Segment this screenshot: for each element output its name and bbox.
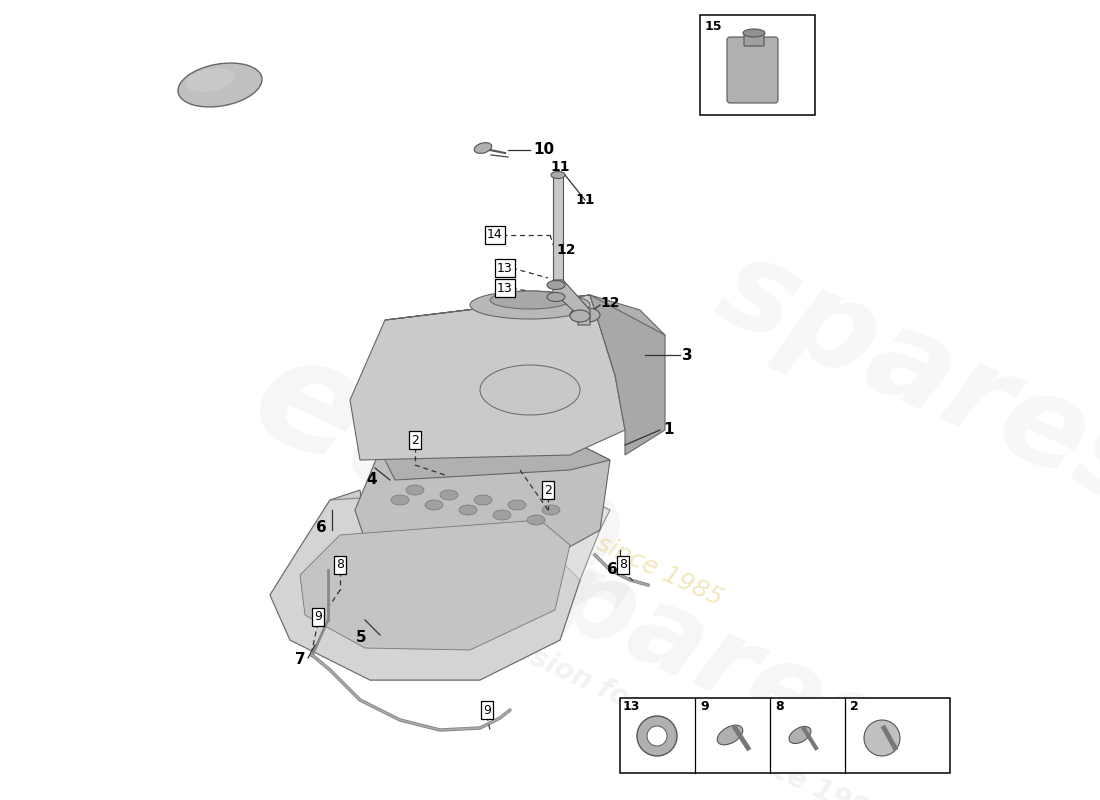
Text: 15: 15 bbox=[705, 20, 723, 33]
Polygon shape bbox=[553, 280, 590, 325]
Ellipse shape bbox=[406, 485, 424, 495]
Text: a passion for parts since 1985: a passion for parts since 1985 bbox=[374, 430, 726, 610]
Ellipse shape bbox=[570, 310, 590, 322]
Polygon shape bbox=[350, 295, 625, 460]
Ellipse shape bbox=[474, 142, 492, 154]
Polygon shape bbox=[590, 295, 666, 455]
Ellipse shape bbox=[527, 515, 544, 525]
Text: 8: 8 bbox=[619, 558, 627, 571]
Text: a passion for parts since 1985: a passion for parts since 1985 bbox=[450, 608, 890, 800]
Ellipse shape bbox=[440, 490, 458, 500]
Ellipse shape bbox=[470, 291, 590, 319]
Ellipse shape bbox=[474, 495, 492, 505]
Text: 13: 13 bbox=[497, 262, 513, 274]
Text: 7: 7 bbox=[295, 653, 306, 667]
Text: 9: 9 bbox=[315, 610, 322, 623]
Text: 11: 11 bbox=[575, 193, 594, 207]
Polygon shape bbox=[553, 175, 563, 280]
Text: 9: 9 bbox=[483, 703, 491, 717]
Ellipse shape bbox=[493, 510, 512, 520]
Text: 12: 12 bbox=[600, 296, 619, 310]
FancyBboxPatch shape bbox=[700, 15, 815, 115]
Text: 13: 13 bbox=[623, 700, 640, 713]
Text: 8: 8 bbox=[336, 558, 344, 571]
Ellipse shape bbox=[480, 365, 580, 415]
Text: spares: spares bbox=[480, 514, 903, 786]
Ellipse shape bbox=[542, 505, 560, 515]
Text: 13: 13 bbox=[497, 282, 513, 294]
Text: euro: euro bbox=[230, 319, 649, 621]
Text: 1: 1 bbox=[663, 422, 673, 438]
Ellipse shape bbox=[570, 307, 600, 322]
Ellipse shape bbox=[551, 171, 565, 178]
Text: 2: 2 bbox=[850, 700, 859, 713]
Polygon shape bbox=[379, 435, 610, 480]
FancyBboxPatch shape bbox=[620, 698, 950, 773]
Text: 6: 6 bbox=[607, 562, 618, 578]
Text: 14: 14 bbox=[487, 229, 503, 242]
Ellipse shape bbox=[459, 505, 477, 515]
Ellipse shape bbox=[425, 500, 443, 510]
Circle shape bbox=[637, 716, 676, 756]
Ellipse shape bbox=[490, 291, 570, 309]
Ellipse shape bbox=[178, 63, 262, 107]
Text: 10: 10 bbox=[534, 142, 554, 158]
Ellipse shape bbox=[185, 68, 234, 92]
Text: 2: 2 bbox=[544, 483, 552, 497]
Polygon shape bbox=[270, 485, 610, 680]
FancyBboxPatch shape bbox=[727, 37, 778, 103]
Circle shape bbox=[647, 726, 667, 746]
Text: 6: 6 bbox=[316, 519, 327, 534]
Text: 3: 3 bbox=[682, 347, 693, 362]
Circle shape bbox=[864, 720, 900, 756]
Polygon shape bbox=[300, 520, 570, 650]
Text: 11: 11 bbox=[550, 160, 570, 174]
Ellipse shape bbox=[789, 726, 811, 743]
Ellipse shape bbox=[390, 495, 409, 505]
Text: 9: 9 bbox=[700, 700, 708, 713]
Polygon shape bbox=[270, 490, 580, 680]
Polygon shape bbox=[355, 435, 610, 555]
Text: 2: 2 bbox=[411, 434, 419, 446]
Ellipse shape bbox=[742, 29, 764, 37]
Text: 12: 12 bbox=[556, 243, 575, 257]
Ellipse shape bbox=[508, 500, 526, 510]
Text: spares: spares bbox=[700, 226, 1100, 534]
Text: 5: 5 bbox=[356, 630, 366, 645]
Text: car: car bbox=[330, 446, 637, 694]
Ellipse shape bbox=[547, 281, 565, 290]
Polygon shape bbox=[385, 295, 666, 375]
Text: 8: 8 bbox=[776, 700, 783, 713]
FancyBboxPatch shape bbox=[744, 32, 764, 46]
Ellipse shape bbox=[547, 293, 565, 302]
Ellipse shape bbox=[717, 725, 743, 745]
Text: 4: 4 bbox=[366, 473, 376, 487]
